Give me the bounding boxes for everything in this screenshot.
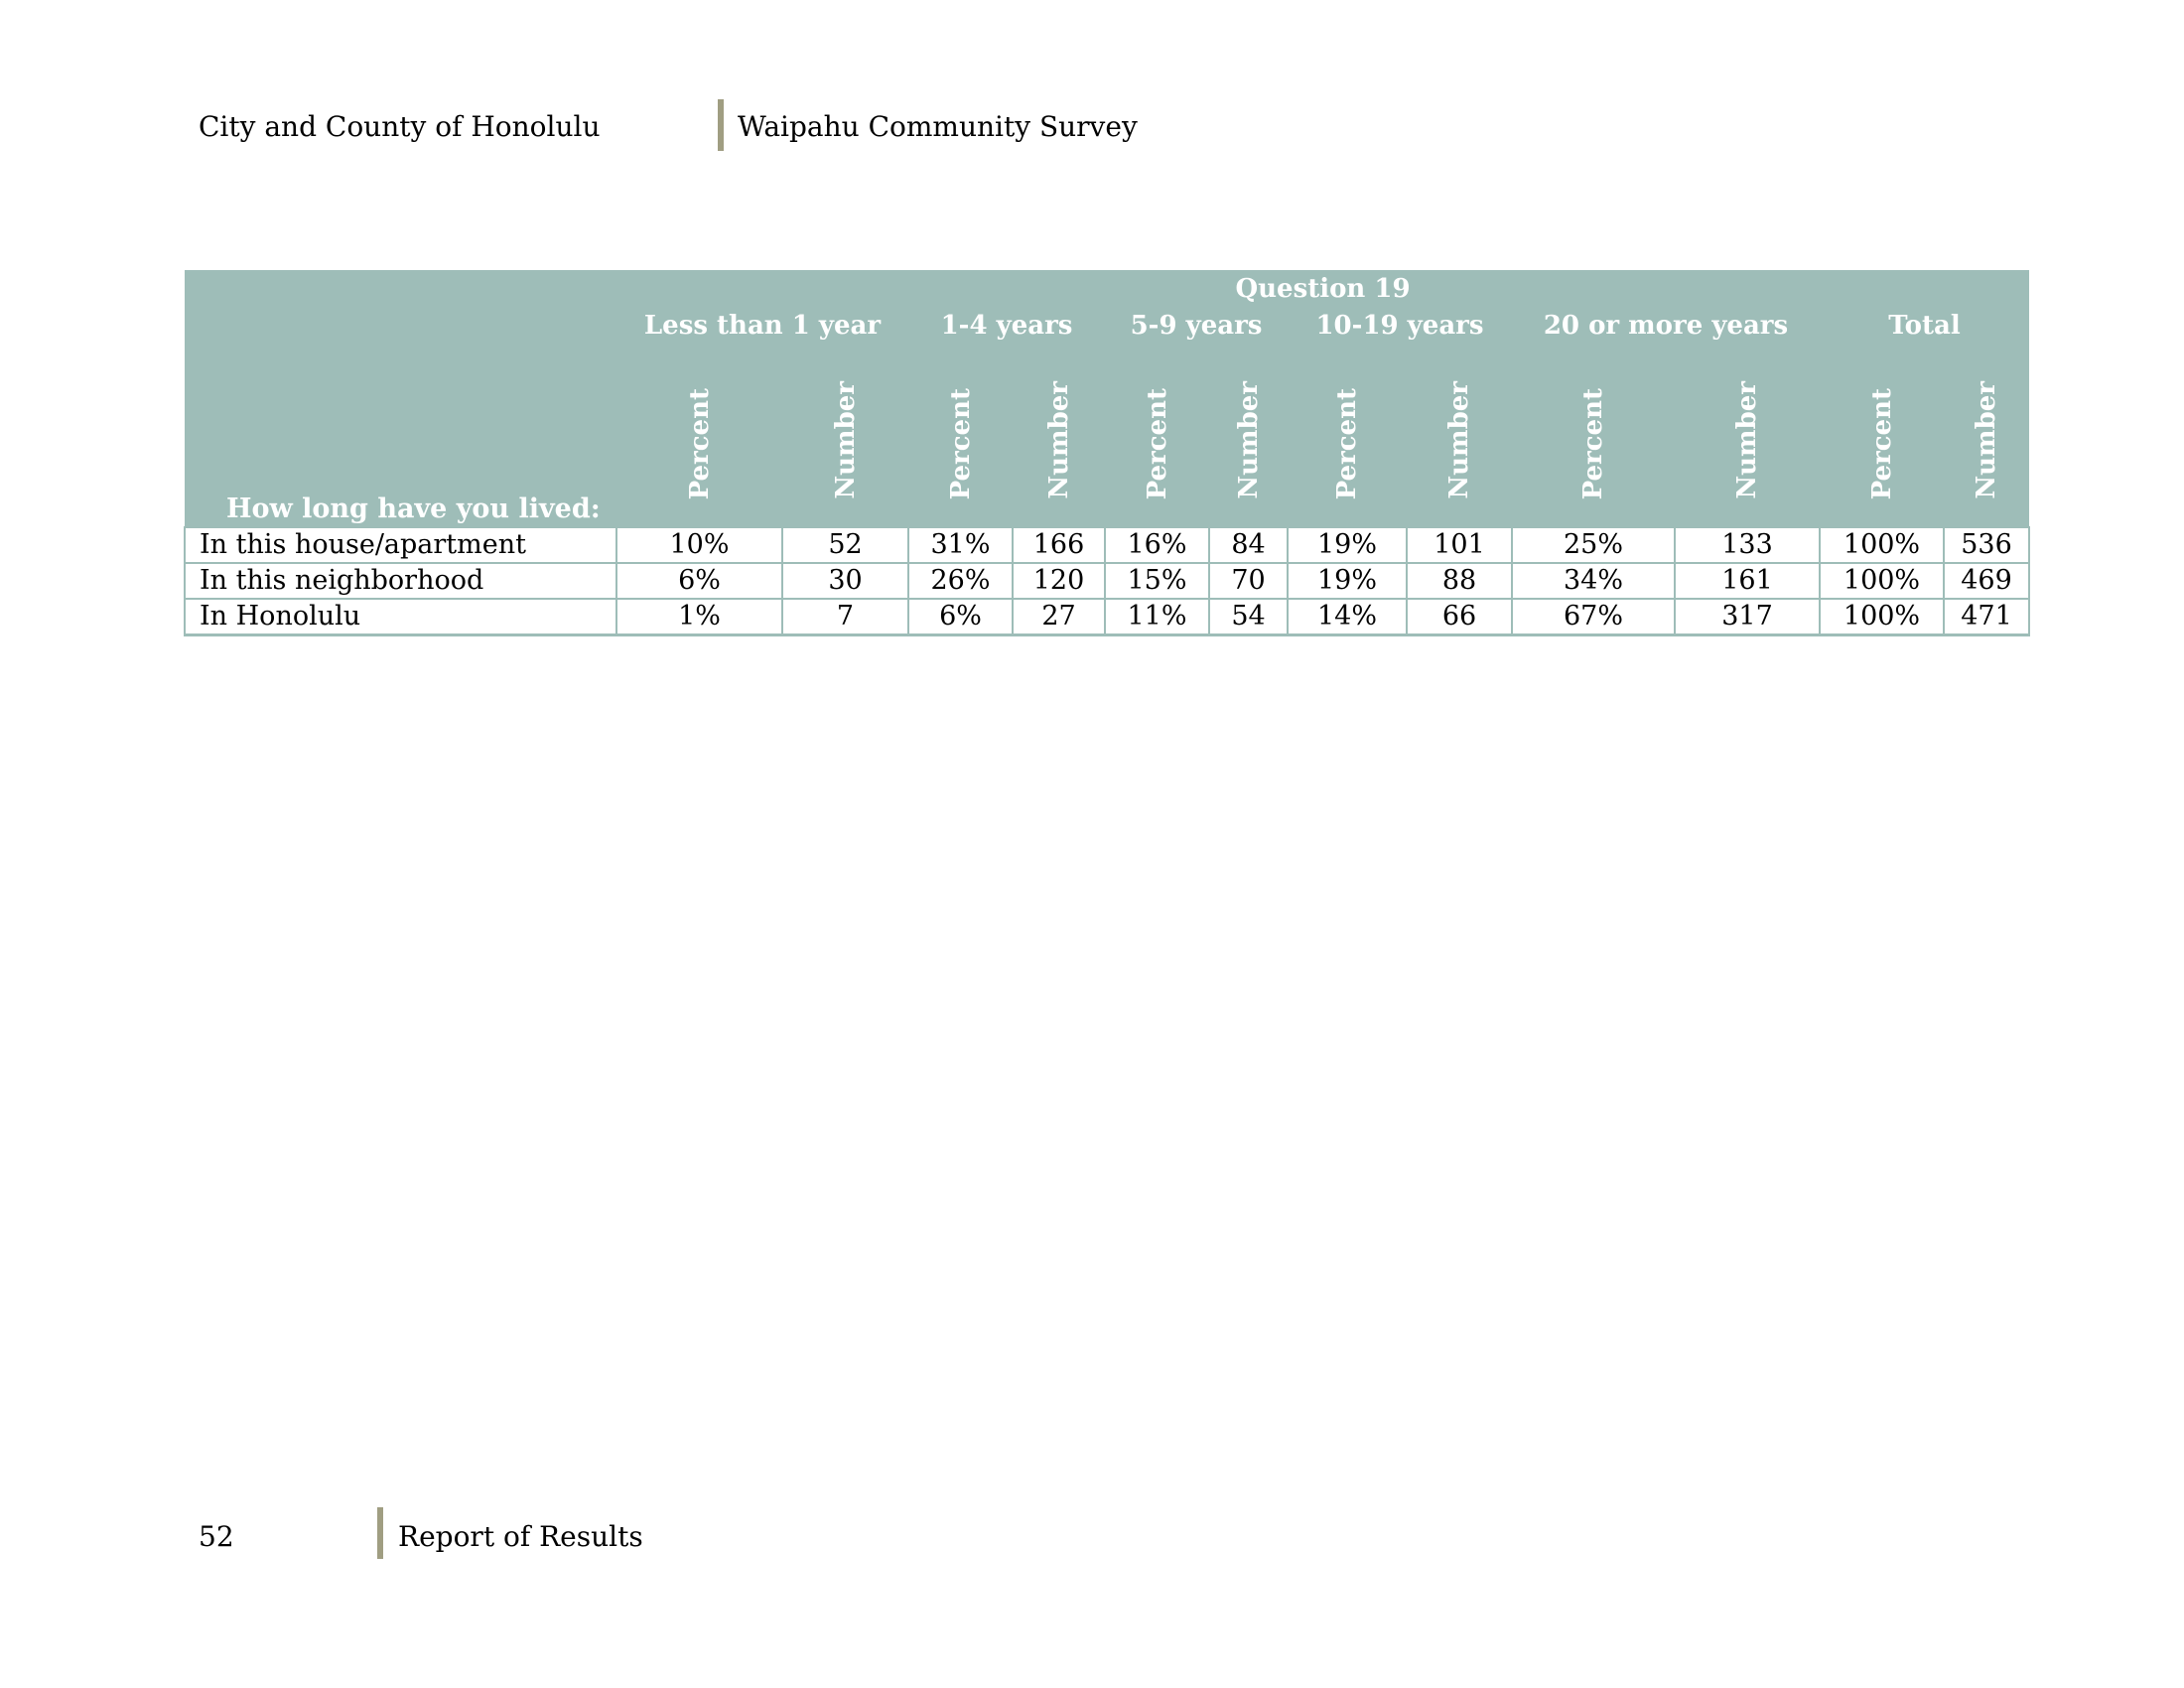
table-cell: 26% <box>907 562 1014 600</box>
table-cell: 25% <box>1511 526 1676 564</box>
row-label: In this house/apartment <box>184 526 617 564</box>
subheader-number-label: Number <box>830 381 861 499</box>
table-cell: 161 <box>1674 562 1821 600</box>
subheader-number-label: Number <box>1732 381 1762 499</box>
group-header: 10-19 years <box>1288 308 1512 346</box>
table-cell: 31% <box>907 526 1014 564</box>
table-cell: 100% <box>1819 562 1945 600</box>
table-cell: 133 <box>1674 526 1821 564</box>
table-cell: 100% <box>1819 598 1945 636</box>
table-row: In this neighborhood 6% 30 26% 120 15% 7… <box>184 562 2031 600</box>
table-cell: 1% <box>615 598 783 636</box>
group-header: 20 or more years <box>1512 308 1820 346</box>
subheader-number: Number <box>1944 346 2030 527</box>
subheader-percent-label: Percent <box>1866 387 1897 499</box>
subheader-number: Number <box>782 346 908 527</box>
table-cell: 7 <box>781 598 909 636</box>
row-label: In Honolulu <box>184 598 617 636</box>
subheader-number-label: Number <box>1972 381 2002 499</box>
subheader-percent: Percent <box>1820 346 1944 527</box>
header-org: City and County of Honolulu <box>199 110 601 143</box>
subheader-percent: Percent <box>1105 346 1209 527</box>
table-cell: 88 <box>1406 562 1513 600</box>
header-divider <box>718 99 724 151</box>
footer-section: Report of Results <box>398 1520 643 1553</box>
group-header: Total <box>1820 308 2030 346</box>
subheader-number: Number <box>1209 346 1288 527</box>
subheader-percent: Percent <box>1512 346 1675 527</box>
subheader-number-label: Number <box>1043 381 1074 499</box>
table-cell: 30 <box>781 562 909 600</box>
table-cell: 70 <box>1208 562 1289 600</box>
subheader-percent-label: Percent <box>1332 387 1362 499</box>
table-cell: 317 <box>1674 598 1821 636</box>
subheader-percent-label: Percent <box>945 387 976 499</box>
table-cell: 100% <box>1819 526 1945 564</box>
subheader-number: Number <box>1407 346 1512 527</box>
table-cell: 120 <box>1012 562 1106 600</box>
table-cell: 101 <box>1406 526 1513 564</box>
row-label: In this neighborhood <box>184 562 617 600</box>
table-cell: 536 <box>1942 526 2031 564</box>
subheader-number: Number <box>1013 346 1105 527</box>
table-row: In this house/apartment 10% 52 31% 166 1… <box>184 526 2031 564</box>
table-cell: 52 <box>781 526 909 564</box>
table-cell: 34% <box>1511 562 1676 600</box>
table-cell: 6% <box>615 562 783 600</box>
subheader-number-label: Number <box>1444 381 1474 499</box>
subheader-percent-label: Percent <box>684 387 715 499</box>
subheader-percent: Percent <box>616 346 782 527</box>
table-cell: 471 <box>1942 598 2031 636</box>
table-cell: 84 <box>1208 526 1289 564</box>
table-cell: 27 <box>1012 598 1106 636</box>
group-header: 1-4 years <box>908 308 1105 346</box>
table-cell: 19% <box>1287 562 1408 600</box>
group-header: 5-9 years <box>1105 308 1288 346</box>
table-cell: 469 <box>1942 562 2031 600</box>
table-cell: 166 <box>1012 526 1106 564</box>
survey-table: How long have you lived: Question 19 Les… <box>184 270 2031 636</box>
subheader-percent-label: Percent <box>1578 387 1608 499</box>
subheader-number-label: Number <box>1233 381 1264 499</box>
table-cell: 16% <box>1104 526 1210 564</box>
table-cell: 6% <box>907 598 1014 636</box>
footer-divider <box>377 1507 383 1559</box>
page-number: 52 <box>199 1520 234 1553</box>
table-row: In Honolulu 1% 7 6% 27 11% 54 14% 66 67%… <box>184 598 2031 636</box>
table-cell: 67% <box>1511 598 1676 636</box>
table-cell: 54 <box>1208 598 1289 636</box>
table-cell: 14% <box>1287 598 1408 636</box>
table-cell: 66 <box>1406 598 1513 636</box>
subheader-percent-label: Percent <box>1142 387 1172 499</box>
table-cell: 15% <box>1104 562 1210 600</box>
group-header: Less than 1 year <box>616 308 908 346</box>
subheader-percent: Percent <box>908 346 1013 527</box>
subheader-percent: Percent <box>1288 346 1407 527</box>
table-cell: 10% <box>615 526 783 564</box>
table-cell: 19% <box>1287 526 1408 564</box>
question-title: Question 19 <box>616 270 2030 308</box>
header-title: Waipahu Community Survey <box>738 110 1138 143</box>
subheader-number: Number <box>1675 346 1820 527</box>
table-cell: 11% <box>1104 598 1210 636</box>
row-header: How long have you lived: <box>185 270 616 527</box>
